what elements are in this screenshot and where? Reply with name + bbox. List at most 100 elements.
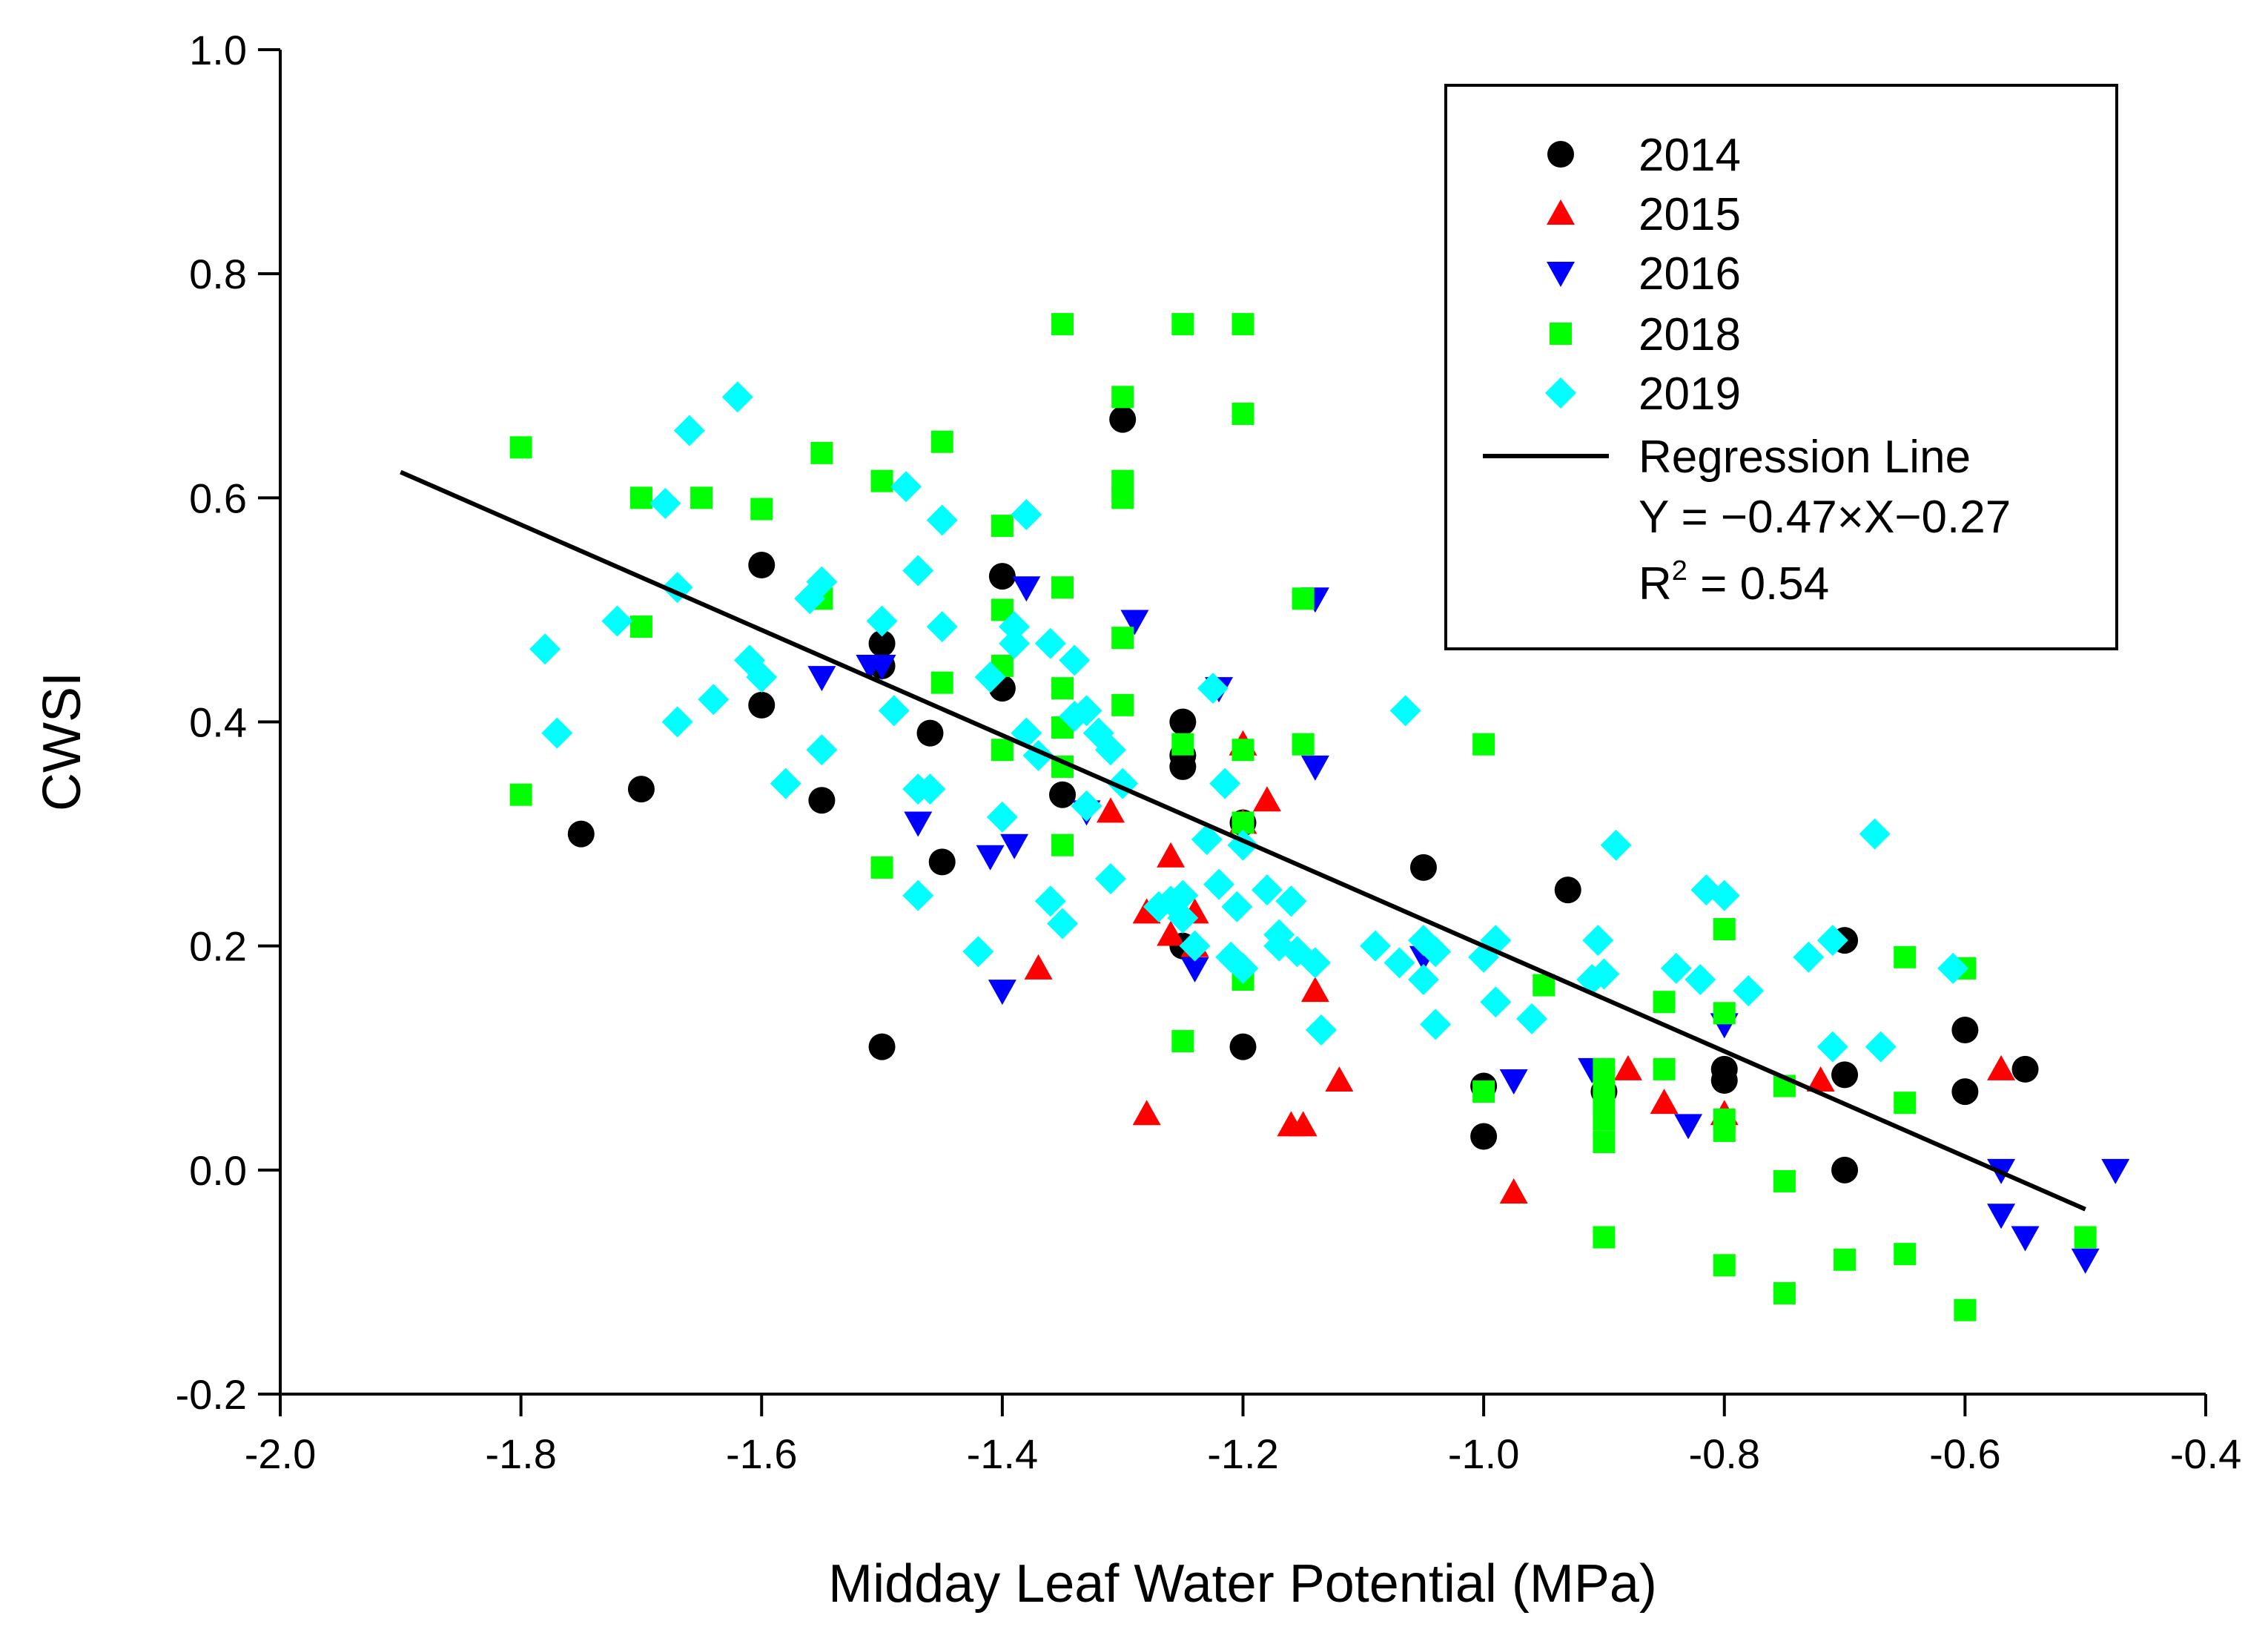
point-2019 — [1221, 891, 1253, 922]
point-2018 — [1894, 1092, 1917, 1115]
point-2018 — [1231, 313, 1254, 336]
point-2018 — [930, 671, 953, 694]
point-2019 — [1420, 936, 1452, 968]
point-2019 — [529, 633, 561, 665]
point-2018 — [1472, 1080, 1495, 1103]
point-2019 — [1588, 958, 1620, 990]
point-2019 — [661, 706, 693, 738]
point-2019 — [1047, 908, 1079, 940]
y-axis-title: CWSI — [33, 672, 92, 811]
point-2018 — [1051, 833, 1074, 856]
point-2015 — [1300, 977, 1329, 1003]
point-2018 — [1894, 1243, 1917, 1266]
point-2019 — [926, 611, 958, 643]
legend-equation: Y = −0.47×X−0.27 — [1639, 492, 2011, 543]
point-2019 — [999, 611, 1031, 643]
legend-label-2014: 2014 — [1639, 130, 1741, 181]
point-2014 — [868, 1033, 896, 1060]
point-2018 — [1894, 945, 1917, 968]
point-2019 — [1034, 627, 1066, 659]
point-2014 — [748, 551, 776, 578]
point-2019 — [878, 695, 910, 727]
point-2019 — [1793, 941, 1825, 973]
point-2019 — [698, 684, 730, 716]
regression-line-group — [400, 469, 2086, 1212]
point-2016 — [988, 980, 1016, 1006]
y-tick-label: -0.2 — [176, 1371, 248, 1418]
y-tick-label: 1.0 — [189, 27, 247, 73]
point-2018 — [1713, 1254, 1736, 1277]
point-2019 — [746, 661, 778, 693]
point-2016 — [1120, 610, 1149, 636]
point-2019 — [1071, 790, 1102, 822]
legend-marker-2018 — [1550, 323, 1572, 345]
y-tick-label: 0.8 — [189, 251, 247, 297]
point-2016 — [2071, 1248, 2100, 1274]
point-2019 — [1191, 824, 1223, 856]
point-2019 — [541, 717, 573, 749]
point-2014 — [1109, 406, 1137, 433]
point-2019 — [902, 879, 934, 911]
point-2018 — [1171, 1030, 1194, 1053]
x-tick-label: -0.8 — [1689, 1430, 1761, 1477]
point-2018 — [1954, 1298, 1977, 1321]
point-2018 — [509, 436, 532, 459]
point-2019 — [914, 773, 946, 805]
point-2015 — [1499, 1178, 1528, 1204]
point-2019 — [974, 661, 1006, 693]
regression-line — [400, 469, 2086, 1212]
x-tick-label: -1.2 — [1207, 1430, 1279, 1477]
point-2018 — [1051, 677, 1074, 700]
point-2019 — [1383, 947, 1415, 979]
point-2014 — [1831, 1156, 1859, 1184]
point-2019 — [1600, 829, 1632, 861]
point-2015 — [1650, 1089, 1679, 1115]
point-2014 — [748, 691, 776, 719]
point-2016 — [1499, 1069, 1528, 1095]
x-axis-ticks: -2.0 -1.8 -1.6 -1.4 -1.2 -1.0 -0.8 -0.6 -0.4 — [245, 1394, 2241, 1477]
point-2019 — [890, 471, 922, 503]
point-2019 — [1167, 902, 1199, 934]
point-2015 — [1024, 954, 1053, 980]
point-2019 — [866, 605, 898, 637]
point-2018 — [1593, 1108, 1616, 1131]
point-2016 — [1987, 1204, 2016, 1229]
x-tick-label: -1.0 — [1448, 1430, 1520, 1477]
point-2018 — [1713, 1119, 1736, 1142]
point-2018 — [1713, 1002, 1736, 1025]
legend-label-2019: 2019 — [1639, 369, 1741, 420]
x-tick-label: -1.6 — [726, 1430, 798, 1477]
point-2014 — [1710, 1066, 1738, 1094]
legend-marker-2014 — [1547, 141, 1574, 168]
point-2018 — [1472, 733, 1495, 756]
point-2014 — [1169, 753, 1197, 780]
point-2015 — [1157, 920, 1186, 946]
point-2018 — [509, 783, 532, 806]
point-2019 — [1167, 879, 1199, 911]
point-2018 — [930, 430, 953, 453]
point-2019 — [1937, 952, 1969, 984]
point-2015 — [1132, 1100, 1161, 1126]
point-2018 — [1292, 733, 1315, 756]
point-2019 — [1251, 874, 1283, 906]
point-2018 — [629, 486, 652, 509]
legend-marker-2019 — [1545, 377, 1576, 409]
y-tick-label: 0.4 — [189, 699, 247, 746]
point-2019 — [1407, 963, 1439, 995]
point-2019 — [1360, 930, 1392, 962]
point-2019 — [1275, 885, 1307, 917]
point-2019 — [770, 767, 801, 799]
x-axis-title: Midday Leaf Water Potential (MPa) — [828, 1554, 1657, 1614]
legend-r-squared: R2 = 0.54 — [1639, 555, 1829, 610]
point-2018 — [2074, 1226, 2097, 1249]
point-2019 — [1034, 885, 1066, 917]
point-2014 — [1470, 1123, 1498, 1150]
point-2018 — [1231, 403, 1254, 426]
point-2019 — [601, 605, 633, 637]
point-2018 — [1593, 1226, 1616, 1249]
point-2019 — [806, 566, 838, 598]
point-2016 — [856, 654, 885, 680]
point-2014 — [988, 563, 1016, 590]
series-2015 — [1024, 730, 2016, 1204]
